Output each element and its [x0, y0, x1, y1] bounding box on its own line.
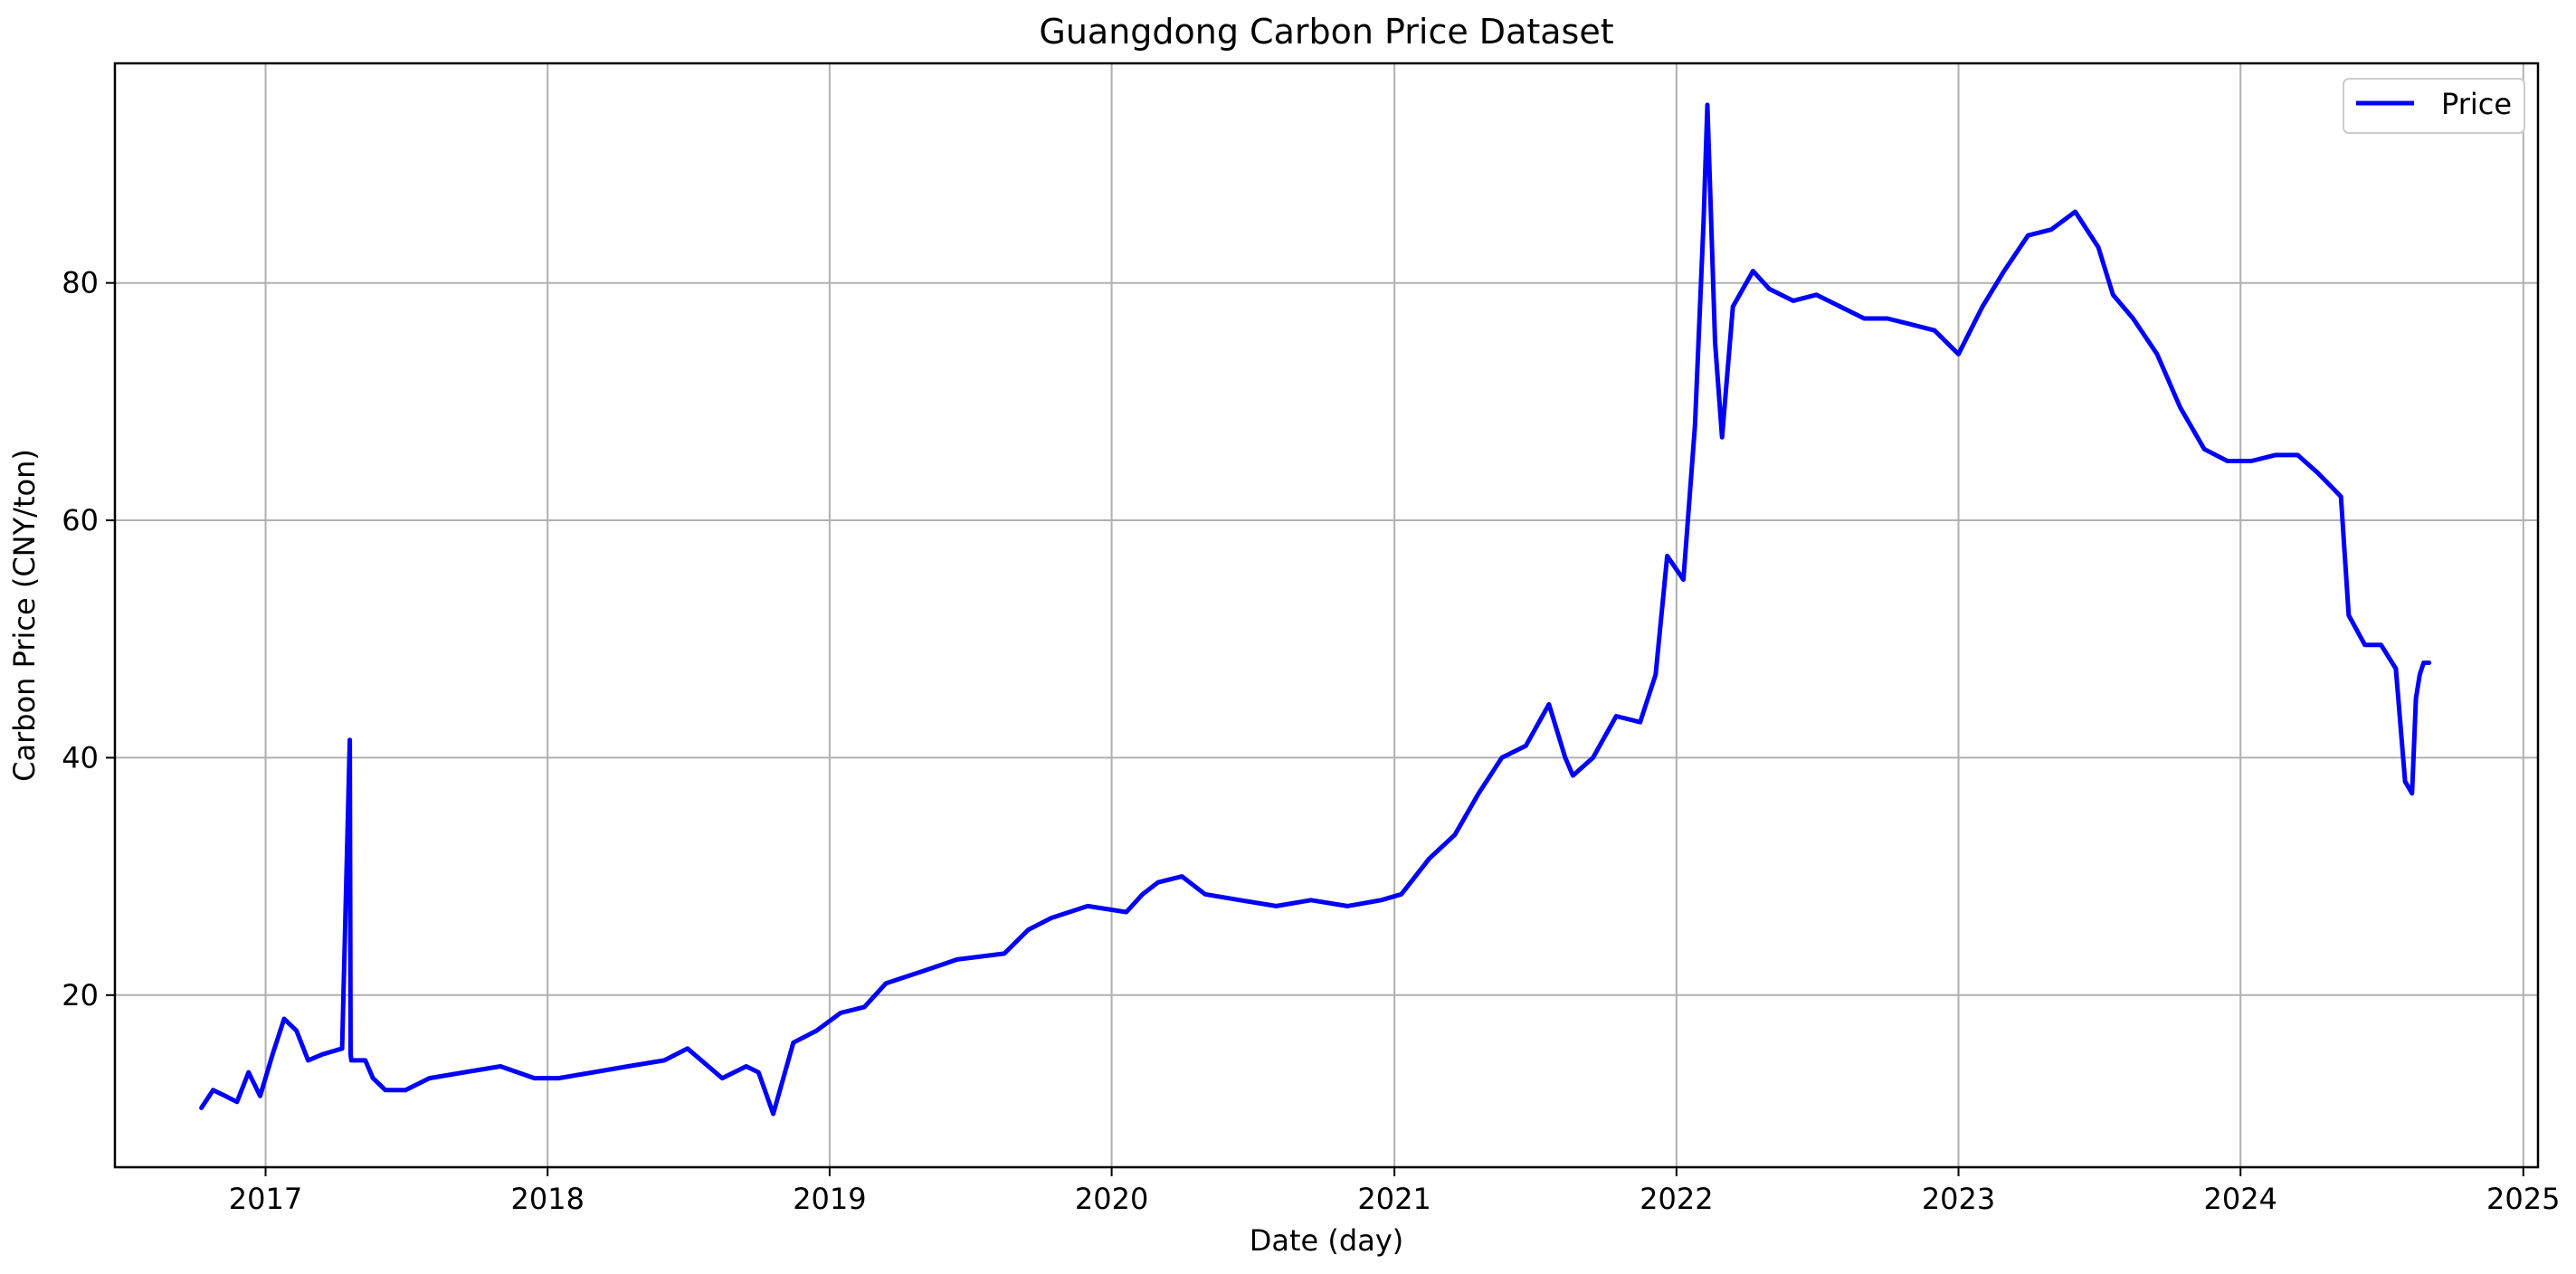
- x-axis: 2017 2018 2019 2020 2021 2022 2023 2024 2025: [229, 1167, 2560, 1216]
- x-tick-label: 2024: [2204, 1182, 2277, 1216]
- legend-label: Price: [2441, 87, 2512, 121]
- y-tick-label: 40: [62, 740, 99, 775]
- y-axis: 20 40 60 80: [62, 266, 115, 1013]
- chart-title: Guangdong Carbon Price Dataset: [1039, 12, 1613, 52]
- series-line-price: [199, 102, 2432, 1117]
- y-tick-label: 60: [62, 503, 99, 537]
- legend: Price: [2343, 78, 2525, 134]
- x-tick-label: 2018: [510, 1182, 584, 1216]
- y-tick-label: 80: [62, 266, 99, 300]
- x-tick-label: 2021: [1357, 1182, 1431, 1216]
- x-tick-label: 2017: [229, 1182, 302, 1216]
- x-tick-label: 2025: [2486, 1182, 2560, 1216]
- x-axis-label: Date (day): [1250, 1223, 1403, 1258]
- y-tick-label: 20: [62, 978, 99, 1013]
- grid: [115, 63, 2538, 1167]
- x-tick-label: 2022: [1640, 1182, 1713, 1216]
- x-tick-label: 2020: [1075, 1182, 1148, 1216]
- plot-frame: [113, 62, 2540, 1169]
- legend-box: [2343, 78, 2525, 134]
- y-axis-label: Carbon Price (CNY/ton): [7, 449, 42, 782]
- x-tick-label: 2019: [793, 1182, 866, 1216]
- series-layer: [199, 102, 2432, 1117]
- x-tick-label: 2023: [1922, 1182, 1995, 1216]
